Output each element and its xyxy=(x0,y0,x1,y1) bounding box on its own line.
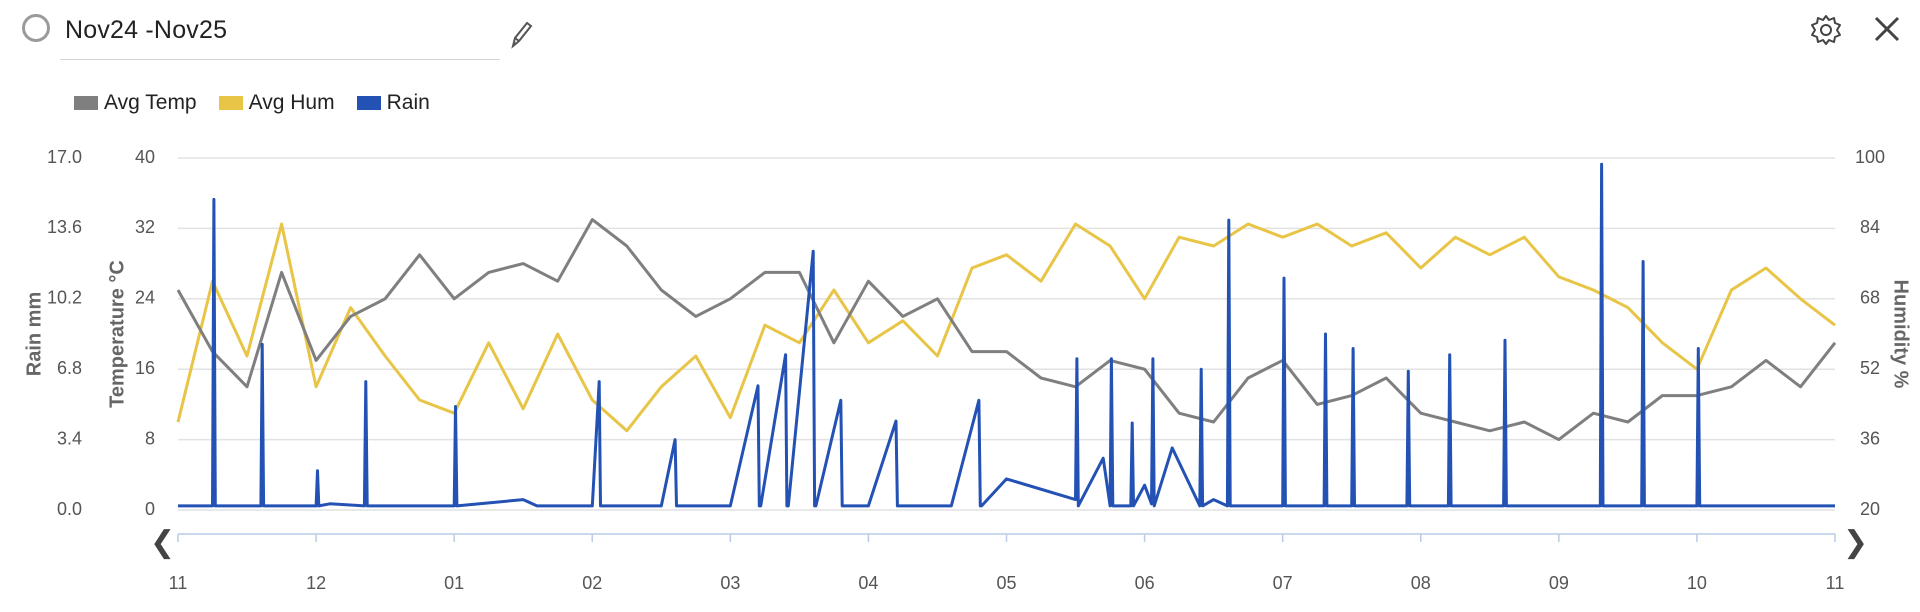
humidity-tick-label: 68 xyxy=(1860,288,1880,308)
circle-outline-icon[interactable] xyxy=(22,14,50,42)
temperature-tick-label: 0 xyxy=(145,499,155,519)
x-tick-label: 04 xyxy=(858,573,878,593)
x-tick-label: 11 xyxy=(169,573,188,593)
x-tick-label: 06 xyxy=(1135,573,1155,593)
legend-item-rain[interactable]: Rain xyxy=(356,91,430,115)
temperature-axis-title: Temperature °C xyxy=(106,260,128,408)
chart-header: Nov24 -Nov25 xyxy=(0,0,1920,70)
x-tick-label: 11 xyxy=(1826,573,1845,593)
gear-icon[interactable] xyxy=(1808,12,1844,48)
rain-tick-label: 0.0 xyxy=(57,499,82,519)
series-line-avg-temp xyxy=(176,218,1837,442)
series-line-avg-hum xyxy=(176,222,1836,433)
legend-swatch-avg-temp xyxy=(74,96,98,110)
series-line-rain xyxy=(178,162,1835,508)
chevron-left-icon[interactable]: ❮ xyxy=(150,526,176,559)
x-tick-label: 09 xyxy=(1549,573,1569,593)
rain-tick-label: 13.6 xyxy=(47,217,82,237)
title-underline xyxy=(60,59,500,60)
pencil-icon[interactable] xyxy=(505,18,535,52)
chevron-right-icon[interactable]: ❯ xyxy=(1843,526,1869,559)
legend: Avg Temp Avg Hum Rain xyxy=(74,88,452,118)
legend-swatch-rain xyxy=(356,96,381,110)
temperature-tick-label: 24 xyxy=(135,288,155,308)
chart-plot: 0.03.46.810.213.617.00816243240203652688… xyxy=(23,147,1912,593)
legend-swatch-avg-hum xyxy=(218,96,243,110)
rain-tick-label: 6.8 xyxy=(57,358,82,378)
rain-tick-label: 10.2 xyxy=(47,288,82,308)
temperature-tick-label: 8 xyxy=(145,428,155,448)
temperature-tick-label: 40 xyxy=(135,147,155,167)
legend-item-avg-hum[interactable]: Avg Hum xyxy=(218,91,335,115)
close-icon[interactable] xyxy=(1870,12,1904,46)
x-tick-label: 03 xyxy=(720,573,740,593)
legend-label-avg-temp: Avg Temp xyxy=(104,91,197,114)
x-tick-label: 10 xyxy=(1687,573,1707,593)
x-tick-label: 02 xyxy=(582,573,602,593)
legend-label-rain: Rain xyxy=(386,91,430,114)
rain-tick-label: 3.4 xyxy=(57,428,82,448)
legend-item-avg-temp[interactable]: Avg Temp xyxy=(74,91,197,115)
humidity-tick-label: 84 xyxy=(1860,217,1880,237)
x-tick-label: 07 xyxy=(1273,573,1293,593)
humidity-tick-label: 20 xyxy=(1860,499,1880,519)
temperature-tick-label: 32 xyxy=(135,217,155,237)
humidity-axis-title: Humidity % xyxy=(1890,280,1912,389)
x-tick-label: 05 xyxy=(996,573,1016,593)
humidity-tick-label: 36 xyxy=(1860,428,1880,448)
x-tick-label: 08 xyxy=(1411,573,1431,593)
humidity-tick-label: 100 xyxy=(1855,147,1885,167)
temperature-tick-label: 16 xyxy=(135,358,155,378)
x-tick-label: 12 xyxy=(306,573,326,593)
humidity-tick-label: 52 xyxy=(1860,358,1880,378)
x-tick-label: 01 xyxy=(444,573,464,593)
rain-tick-label: 17.0 xyxy=(47,147,82,167)
chart-title: Nov24 -Nov25 xyxy=(65,16,228,44)
legend-label-avg-hum: Avg Hum xyxy=(248,91,335,114)
rain-axis-title: Rain mm xyxy=(23,292,45,376)
